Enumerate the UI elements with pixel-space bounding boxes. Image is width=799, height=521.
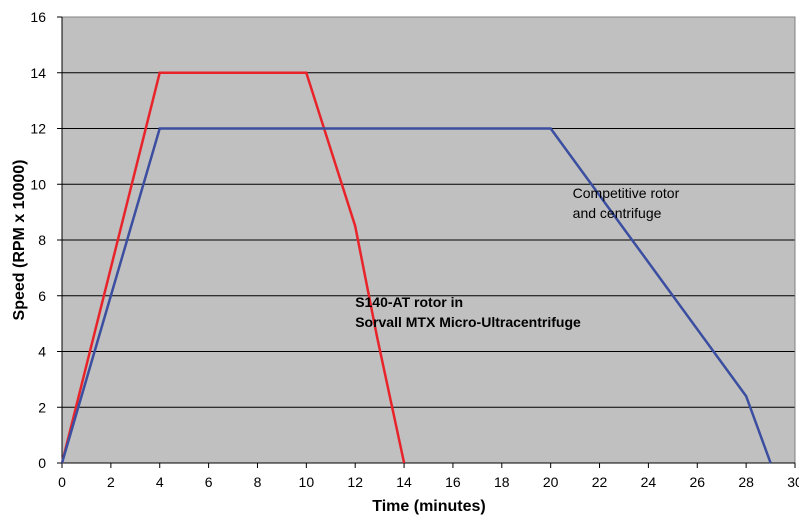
x-tick-label-26: 26	[689, 474, 705, 490]
y-tick-label-10: 10	[30, 176, 46, 192]
x-tick-label-20: 20	[543, 474, 559, 490]
annotation-2-line-2: Sorvall MTX Micro-Ultracentrifuge	[355, 314, 581, 330]
x-tick-label-4: 4	[156, 474, 164, 490]
x-axis-title: Time (minutes)	[372, 498, 486, 515]
x-tick-label-16: 16	[445, 474, 461, 490]
x-tick-label-22: 22	[592, 474, 608, 490]
annotation-1-line-1: Competitive rotor	[573, 185, 680, 201]
y-tick-label-12: 12	[30, 121, 46, 137]
annotation-2-line-1: S140-AT rotor in	[355, 294, 463, 310]
y-tick-label-6: 6	[38, 288, 46, 304]
y-tick-label-0: 0	[38, 455, 46, 471]
y-tick-label-2: 2	[38, 399, 46, 415]
x-tick-label-12: 12	[347, 474, 363, 490]
x-tick-label-24: 24	[641, 474, 657, 490]
y-tick-label-14: 14	[30, 65, 46, 81]
y-axis-title: Speed (RPM x 10000)	[11, 160, 28, 321]
x-tick-label-8: 8	[254, 474, 262, 490]
x-tick-label-10: 10	[299, 474, 315, 490]
y-tick-label-4: 4	[38, 344, 46, 360]
series-line-1	[60, 71, 406, 464]
y-tick-label-16: 16	[30, 9, 46, 25]
x-tick-label-2: 2	[107, 474, 115, 490]
series-line-2	[60, 127, 772, 464]
x-tick-label-28: 28	[738, 474, 754, 490]
x-tick-label-0: 0	[58, 474, 66, 490]
x-tick-label-18: 18	[494, 474, 510, 490]
x-tick-label-14: 14	[396, 474, 412, 490]
x-tick-label-6: 6	[205, 474, 213, 490]
y-tick-label-8: 8	[38, 232, 46, 248]
annotation-1-line-2: and centrifuge	[573, 205, 662, 221]
x-tick-label-30: 30	[787, 474, 799, 490]
